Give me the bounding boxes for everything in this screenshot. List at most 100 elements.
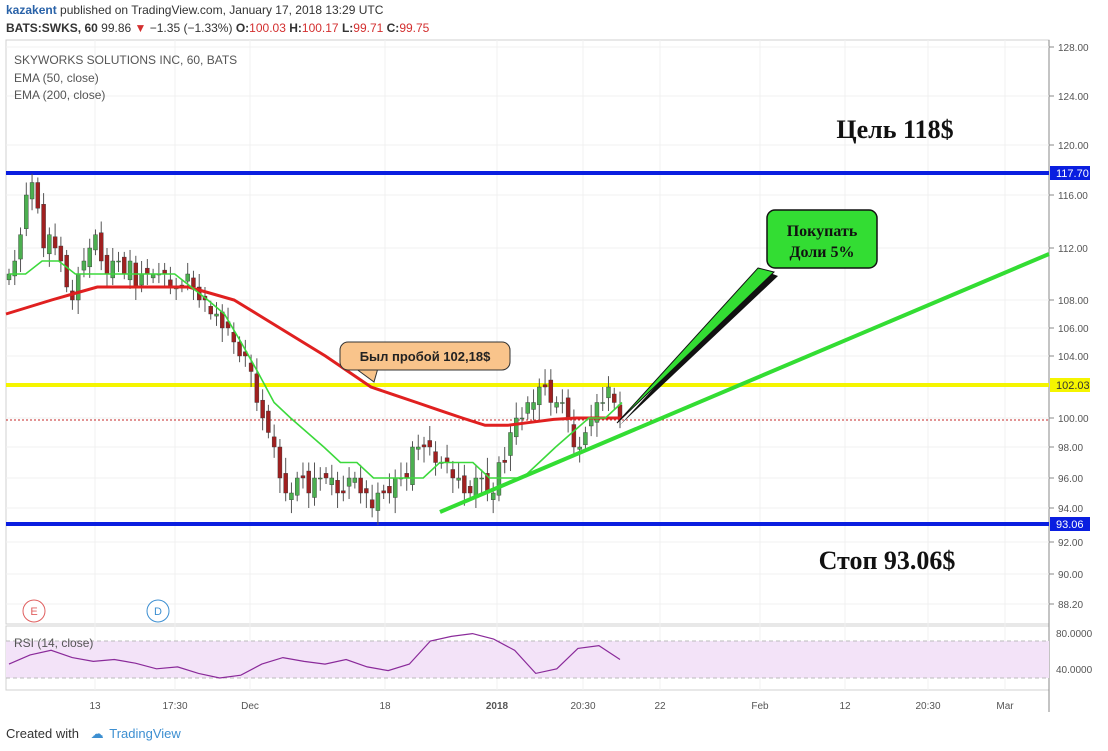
buy-callout-line1: Покупать: [787, 223, 858, 240]
candle: [29, 182, 35, 200]
price-tick-label: 100.00: [1058, 414, 1089, 425]
price-tick-label: 128.00: [1058, 43, 1089, 54]
rsi-tick-80: 80.0000: [1056, 629, 1093, 640]
time-tick-label: 12: [839, 701, 851, 712]
candle: [277, 446, 283, 479]
candle: [64, 254, 69, 288]
candle: [12, 260, 17, 277]
price-tag-target-text: 117.70: [1056, 168, 1089, 180]
ema200-line[interactable]: [5, 285, 622, 427]
candle: [87, 247, 92, 268]
price-tick-label: 106.00: [1058, 324, 1089, 335]
candle: [306, 470, 311, 494]
time-tick-label: 17:30: [162, 701, 187, 712]
candle: [450, 469, 456, 479]
price-tick-label: 94.00: [1058, 504, 1083, 515]
candle: [531, 402, 536, 410]
close-value: 99.75: [399, 21, 430, 35]
candle: [467, 486, 473, 494]
candle: [133, 262, 139, 288]
price-tag-breakout: 102.03: [1050, 378, 1090, 392]
candle: [369, 499, 375, 509]
candle: [502, 459, 507, 463]
candle: [289, 492, 294, 500]
legend-rsi: RSI (14, close): [14, 636, 93, 650]
candle: [24, 194, 29, 229]
candle: [514, 417, 519, 438]
earnings-marker[interactable]: [22, 599, 46, 623]
dividend-marker[interactable]: [146, 599, 170, 623]
candle: [519, 417, 525, 420]
candle: [606, 386, 611, 399]
time-tick-label: 13: [89, 701, 101, 712]
price-tick-label: 104.00: [1058, 352, 1089, 363]
candle: [110, 260, 115, 279]
candle: [122, 256, 127, 275]
ohlc-header: BATS:SWKS, 60 99.86 ▼ −1.35 (−1.33%) O:1…: [6, 21, 430, 35]
candle: [410, 446, 415, 485]
candle: [248, 362, 254, 372]
candle: [191, 277, 196, 288]
tradingview-logo-icon[interactable]: ☁: [90, 726, 104, 741]
candle: [456, 477, 461, 481]
open-value: 100.03: [249, 21, 286, 35]
candle: [508, 432, 513, 456]
candle: [81, 260, 87, 271]
candle: [617, 404, 623, 419]
candle: [358, 477, 363, 494]
time-axis[interactable]: 13 17:30 Dec 18 2018 20:30 22 Feb 12 20:30 Mar: [89, 701, 1014, 712]
price-tick-label: 116.00: [1058, 191, 1088, 202]
price-tick-label: 96.00: [1058, 474, 1083, 485]
candle: [571, 424, 577, 448]
candle: [127, 260, 133, 281]
candle: [35, 182, 41, 209]
candle: [346, 477, 352, 487]
candle: [565, 397, 571, 419]
candle: [335, 480, 340, 494]
price-axis[interactable]: 128.00 124.00 120.00 116.00 112.00 108.00 106.…: [1049, 43, 1089, 611]
candle: [364, 488, 369, 494]
candle: [387, 486, 392, 494]
legend-ema50: EMA (50, close): [14, 71, 99, 85]
candle: [612, 393, 617, 403]
rsi-tick-40: 40.0000: [1056, 665, 1093, 676]
publish-header: kazakent published on TradingView.com, J…: [6, 3, 383, 17]
time-tick-label: 18: [379, 701, 391, 712]
rsi-band: [6, 641, 1049, 678]
candle: [496, 462, 502, 496]
ema50-line[interactable]: [9, 260, 623, 479]
candle: [52, 236, 58, 249]
footer: Created with ☁ TradingView: [6, 726, 181, 742]
rsi-line[interactable]: [8, 632, 621, 679]
price-tag-stop: 93.06: [1050, 517, 1090, 531]
time-tick-label: 20:30: [570, 701, 595, 712]
legend-ema200: EMA (200, close): [14, 88, 105, 102]
time-tick-label: 20:30: [915, 701, 940, 712]
price-tick-label: 98.00: [1058, 443, 1083, 454]
time-tick-label: 2018: [486, 701, 509, 712]
price-change: −1.35 (−1.33%): [149, 21, 233, 35]
candle: [479, 477, 484, 480]
buy-callout[interactable]: [766, 209, 878, 269]
candle: [375, 492, 381, 511]
target-annotation: Цель 118$: [836, 115, 953, 144]
candle: [295, 477, 300, 496]
breakout-callout[interactable]: [339, 341, 511, 371]
price-tick-label: 88.20: [1058, 600, 1083, 611]
candle: [392, 477, 398, 498]
candle: [318, 477, 323, 480]
price-tick-label: 108.00: [1058, 296, 1089, 307]
uptrend-line[interactable]: [439, 252, 1050, 514]
candle: [594, 402, 600, 423]
author-name[interactable]: kazakent: [6, 3, 57, 17]
price-tag-target: 117.70: [1050, 166, 1090, 180]
callout-arrow-shadow: [620, 270, 778, 425]
candle: [421, 444, 427, 448]
candle: [254, 373, 260, 403]
candle: [260, 399, 265, 419]
candle: [300, 475, 306, 479]
tradingview-brand[interactable]: TradingView: [109, 726, 181, 741]
candle: [525, 402, 530, 414]
candle: [381, 490, 386, 494]
